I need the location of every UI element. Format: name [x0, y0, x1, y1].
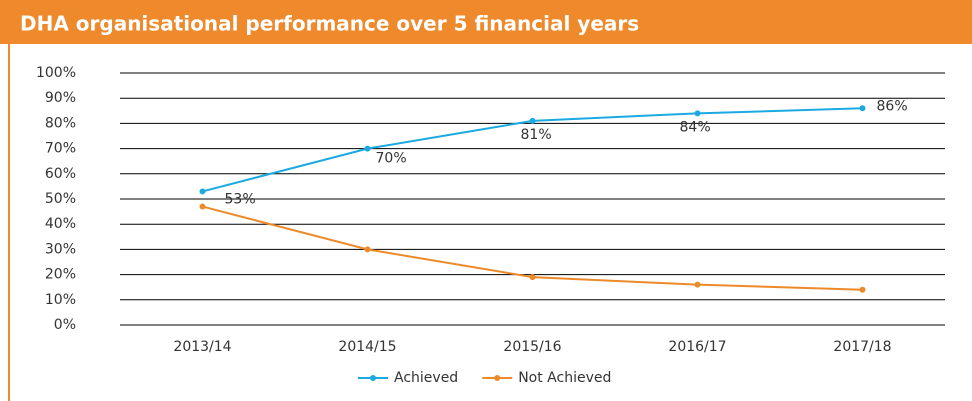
legend-label: Achieved	[394, 370, 458, 386]
data-point	[364, 145, 371, 152]
legend-marker	[370, 375, 376, 381]
data-label: 70%	[376, 151, 407, 167]
x-tick-label: 2014/15	[338, 339, 396, 355]
data-label: 86%	[877, 98, 908, 114]
data-label: 81%	[521, 127, 552, 143]
data-point	[199, 203, 206, 210]
x-tick-label: 2017/18	[833, 339, 891, 355]
y-tick-label: 20%	[45, 267, 76, 283]
data-point	[364, 246, 371, 253]
data-point	[529, 274, 536, 281]
side-rule	[8, 44, 10, 401]
y-tick-label: 50%	[45, 191, 76, 207]
data-point	[859, 105, 866, 112]
x-tick-label: 2016/17	[668, 339, 726, 355]
y-tick-label: 90%	[45, 90, 76, 106]
x-tick-label: 2015/16	[503, 339, 561, 355]
header-bar	[0, 0, 972, 44]
data-point	[199, 188, 206, 195]
data-point	[694, 110, 701, 117]
y-tick-label: 60%	[45, 166, 76, 182]
legend-label: Not Achieved	[518, 370, 611, 386]
y-tick-label: 80%	[45, 115, 76, 131]
chart-title: DHA organisational performance over 5 fi…	[20, 12, 639, 36]
y-tick-label: 100%	[36, 65, 76, 81]
y-tick-label: 30%	[45, 241, 76, 257]
y-tick-label: 0%	[54, 317, 76, 333]
legend-marker	[494, 375, 501, 381]
y-tick-label: 40%	[45, 216, 76, 232]
x-tick-label: 2013/14	[173, 339, 231, 355]
y-tick-label: 70%	[45, 141, 76, 157]
data-label: 84%	[680, 119, 711, 135]
data-point	[694, 281, 701, 288]
y-tick-label: 10%	[45, 292, 76, 308]
data-point	[859, 286, 866, 293]
data-point	[529, 117, 536, 124]
data-label: 53%	[225, 191, 256, 207]
